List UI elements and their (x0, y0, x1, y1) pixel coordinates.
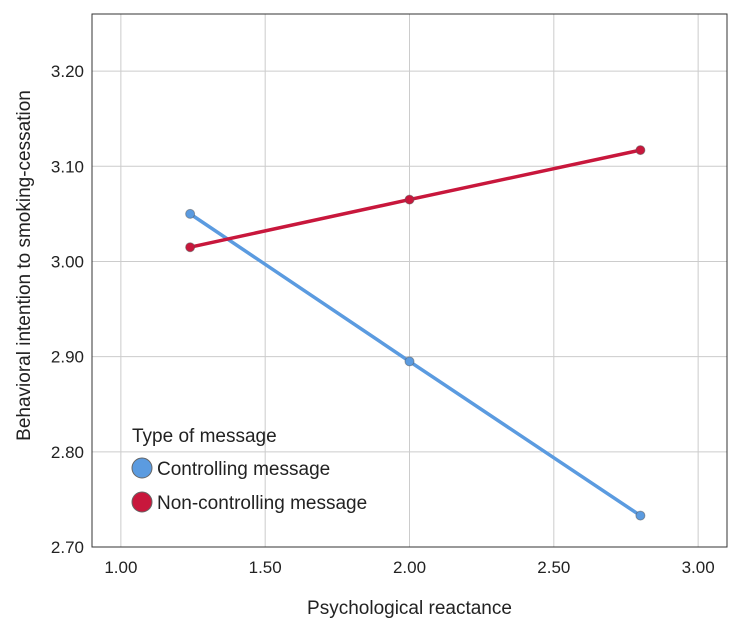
x-tick-label: 2.00 (393, 558, 426, 577)
y-axis-ticks: 2.70 2.80 2.90 3.00 3.10 3.20 (51, 62, 84, 557)
data-point (635, 510, 646, 521)
x-tick-label: 2.50 (537, 558, 570, 577)
data-point (185, 242, 196, 253)
y-tick-label: 3.20 (51, 62, 84, 81)
series-layer (185, 145, 646, 521)
y-tick-label: 2.90 (51, 348, 84, 367)
data-point (185, 208, 196, 219)
x-tick-label: 1.00 (104, 558, 137, 577)
legend-swatch (131, 457, 153, 479)
data-point (635, 145, 646, 156)
series-1 (185, 145, 646, 253)
plot-frame (91, 13, 728, 548)
legend-swatch (131, 491, 153, 513)
data-point (404, 194, 415, 205)
legend: Type of message Controlling message Non-c… (131, 426, 367, 514)
legend-title: Type of message (132, 426, 277, 447)
x-tick-label: 3.00 (682, 558, 715, 577)
x-axis-ticks: 1.00 1.50 2.00 2.50 3.00 (104, 558, 714, 577)
y-tick-label: 3.00 (51, 252, 84, 271)
x-axis-title: Psychological reactance (307, 598, 512, 619)
x-tick-label: 1.50 (249, 558, 282, 577)
legend-label: Controlling message (157, 459, 330, 480)
series-0 (185, 208, 646, 521)
y-tick-label: 2.70 (51, 538, 84, 557)
series-line (189, 148, 641, 249)
data-point (404, 356, 415, 367)
legend-label: Non-controlling message (157, 493, 367, 514)
y-tick-label: 2.80 (51, 443, 84, 462)
y-axis-title: Behavioral intention to smoking-cessatio… (14, 90, 35, 441)
y-tick-label: 3.10 (51, 157, 84, 176)
